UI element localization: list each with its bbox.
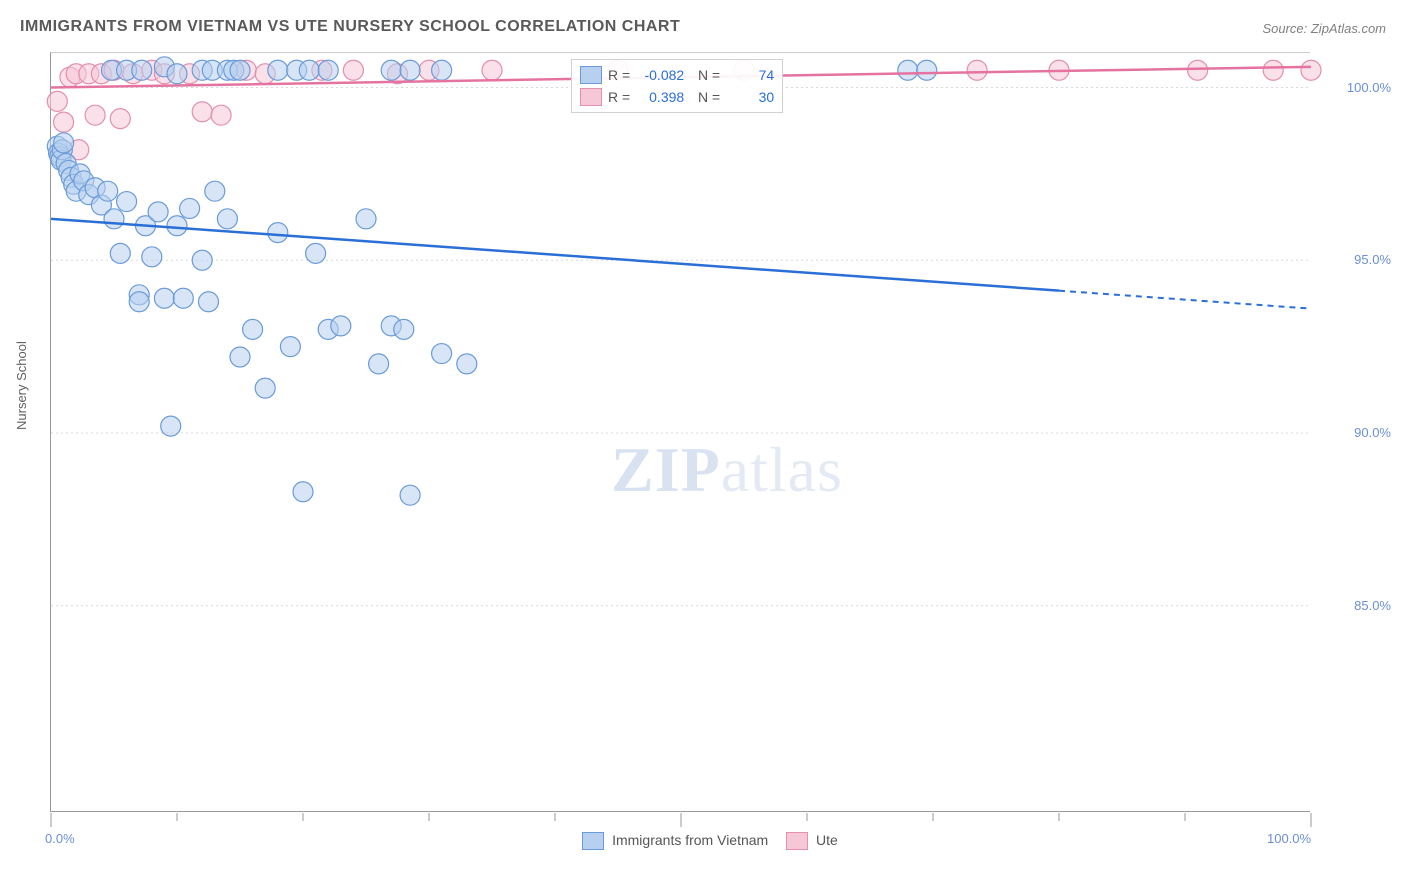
data-point [192,102,212,122]
chart-title: IMMIGRANTS FROM VIETNAM VS UTE NURSERY S… [20,18,680,36]
legend-r-label: R = [608,89,630,105]
data-point [85,105,105,125]
data-point [255,378,275,398]
data-point [148,202,168,222]
data-point [1301,60,1321,80]
data-point [167,216,187,236]
legend-r-value: -0.082 [636,67,684,83]
data-point [205,181,225,201]
data-point [104,209,124,229]
data-point [1263,60,1283,80]
data-point [280,337,300,357]
data-point [180,198,200,218]
data-point [110,243,130,263]
data-point [967,60,987,80]
y-tick-label: 85.0% [1321,598,1391,613]
data-point [394,319,414,339]
data-point [132,60,152,80]
trend-line-extrapolated [1059,291,1311,309]
data-point [211,105,231,125]
data-point [381,60,401,80]
legend-r-value: 0.398 [636,89,684,105]
watermark: ZIPatlas [611,433,843,507]
y-axis-label: Nursery School [14,341,29,430]
data-point [217,209,237,229]
data-point [400,60,420,80]
legend-n-value: 30 [726,89,774,105]
data-point [400,485,420,505]
data-point [293,482,313,502]
data-point [47,91,67,111]
scatter-svg [51,53,1310,811]
legend-n-value: 74 [726,67,774,83]
data-point [331,316,351,336]
y-tick-label: 100.0% [1321,80,1391,95]
data-point [129,292,149,312]
legend-swatch-blue [582,832,604,850]
data-point [161,416,181,436]
legend-swatch-pink [786,832,808,850]
data-point [173,288,193,308]
data-point [432,344,452,364]
data-point [432,60,452,80]
data-point [54,112,74,132]
data-point [230,60,250,80]
data-point [482,60,502,80]
data-point [268,60,288,80]
correlation-legend: R = -0.082 N = 74 R = 0.398 N = 30 [571,59,783,113]
data-point [268,223,288,243]
data-point [457,354,477,374]
data-point [54,133,74,153]
source-attribution: Source: ZipAtlas.com [1262,21,1386,36]
data-point [142,247,162,267]
data-point [356,209,376,229]
y-tick-label: 95.0% [1321,252,1391,267]
data-point [167,64,187,84]
data-point [110,109,130,129]
legend-label-pink: Ute [816,832,838,848]
data-point [230,347,250,367]
legend-label-blue: Immigrants from Vietnam [612,832,768,848]
legend-n-label: N = [690,89,720,105]
data-point [306,243,326,263]
data-point [192,250,212,270]
data-point [299,60,319,80]
y-tick-label: 90.0% [1321,425,1391,440]
data-point [343,60,363,80]
bottom-legend: Immigrants from Vietnam Ute [0,832,1406,850]
legend-n-label: N = [690,67,720,83]
data-point [318,60,338,80]
data-point [199,292,219,312]
legend-swatch [580,88,602,106]
data-point [98,181,118,201]
data-point [243,319,263,339]
data-point [154,288,174,308]
legend-r-label: R = [608,67,630,83]
data-point [1188,60,1208,80]
data-point [369,354,389,374]
legend-swatch [580,66,602,84]
data-point [117,192,137,212]
data-point [917,60,937,80]
plot-area: ZIPatlas 85.0%90.0%95.0%100.0%0.0%100.0%… [50,52,1310,812]
data-point [898,60,918,80]
